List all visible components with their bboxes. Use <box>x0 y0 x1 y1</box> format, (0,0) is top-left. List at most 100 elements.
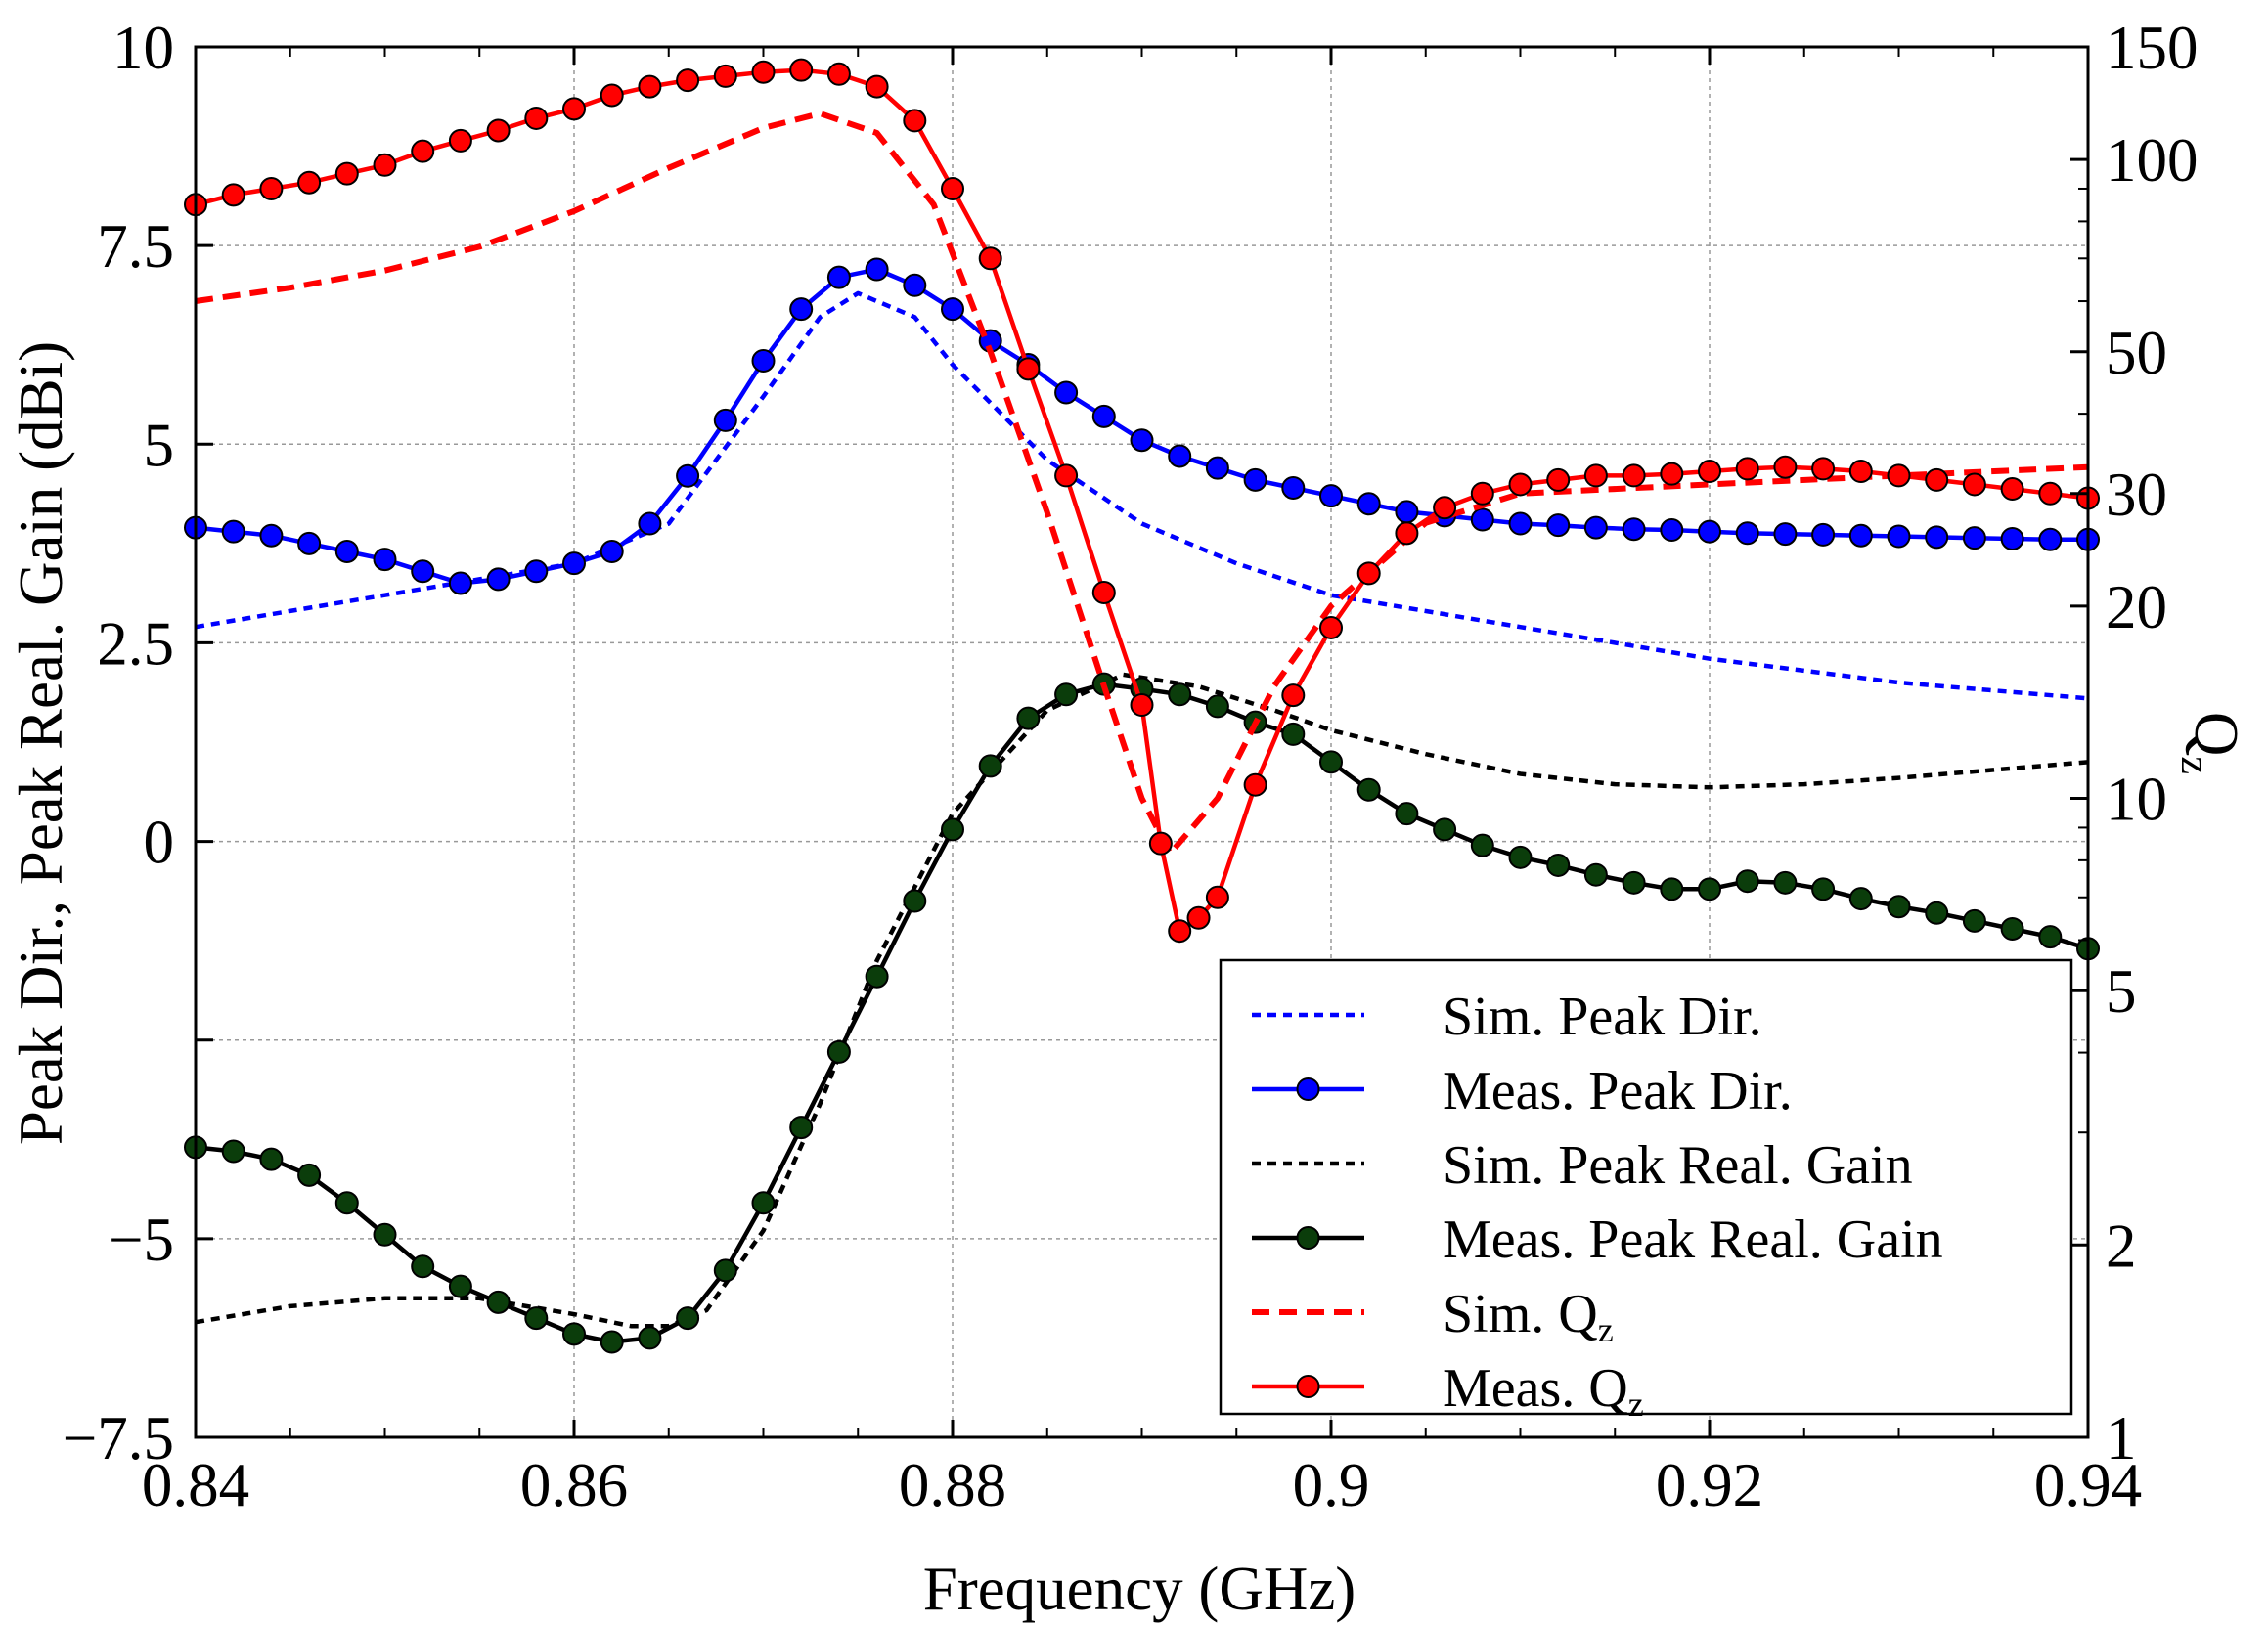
data-point <box>1205 885 1229 909</box>
y-tick-label: 5 <box>144 411 175 479</box>
data-point <box>1508 511 1533 536</box>
data-point <box>1148 831 1173 856</box>
data-point <box>1925 901 1949 925</box>
data-point <box>1583 862 1608 887</box>
data-point <box>1546 467 1571 492</box>
data-point <box>1887 463 1911 488</box>
data-point <box>1168 444 1192 468</box>
data-point <box>903 109 927 133</box>
data-point <box>1698 877 1721 901</box>
data-point <box>1698 460 1721 484</box>
x-axis-title: Frequency (GHz) <box>923 1555 1356 1623</box>
data-point <box>334 1191 359 1215</box>
data-point <box>941 817 964 842</box>
data-point <box>1168 682 1192 707</box>
data-point <box>1962 908 1986 933</box>
legend-label-main: Meas. Q <box>1443 1358 1628 1419</box>
data-point <box>1811 522 1836 547</box>
data-point <box>259 523 284 548</box>
legend-marker <box>1296 1226 1320 1250</box>
legend-label-main: Sim. Q <box>1443 1284 1598 1344</box>
legend-marker <box>1296 1375 1320 1398</box>
y2-tick-label: 30 <box>2106 461 2167 529</box>
data-point <box>1356 561 1381 586</box>
data-point <box>941 176 964 200</box>
data-point <box>1091 404 1116 428</box>
legend-box <box>1219 958 2073 1416</box>
data-point <box>1356 492 1381 516</box>
data-point <box>1281 722 1306 746</box>
data-point <box>1735 869 1759 894</box>
data-point <box>1962 526 1986 550</box>
data-point <box>1130 693 1154 718</box>
data-point <box>1395 521 1419 546</box>
data-point <box>2000 526 2024 550</box>
y-axis-title: Peak Dir., Peak Real. Gain (dBi) <box>7 341 75 1145</box>
data-point <box>600 539 624 563</box>
data-point <box>1054 463 1079 488</box>
data-point <box>1811 457 1836 481</box>
data-point <box>941 297 964 322</box>
data-point <box>1281 683 1306 708</box>
data-point <box>259 1147 284 1171</box>
y-tick-label: 10 <box>112 14 174 82</box>
data-point <box>713 408 737 432</box>
data-point <box>1660 462 1684 486</box>
x-tick-label: 0.84 <box>142 1451 249 1519</box>
data-point <box>2038 925 2063 949</box>
x-tick-label: 0.88 <box>899 1451 1006 1519</box>
x-tick-label: 0.86 <box>520 1451 628 1519</box>
data-point <box>2000 477 2024 502</box>
data-point <box>751 348 776 373</box>
data-point <box>1319 484 1343 508</box>
data-point <box>789 297 814 322</box>
data-point <box>1054 380 1079 405</box>
data-point <box>865 964 889 989</box>
data-point <box>448 128 472 153</box>
legend-label: Meas. Peak Dir. <box>1443 1061 1793 1121</box>
data-point <box>789 1116 814 1140</box>
data-point <box>221 1139 245 1164</box>
data-point <box>826 265 851 289</box>
data-point <box>978 754 1002 778</box>
data-point <box>1433 496 1457 520</box>
data-point <box>1508 472 1533 497</box>
legend-label-main: Meas. Peak Dir. <box>1443 1061 1793 1121</box>
legend-label: Sim. Peak Dir. <box>1443 987 1762 1047</box>
data-point <box>1054 682 1079 707</box>
data-point <box>713 1258 737 1283</box>
data-point <box>638 511 662 536</box>
data-point <box>524 1306 549 1331</box>
data-point <box>1319 615 1343 639</box>
y-tick-label: 0 <box>144 809 175 877</box>
data-point <box>373 153 397 177</box>
data-point <box>600 1330 624 1354</box>
y-tick-label: 7.5 <box>97 212 174 281</box>
y-tick-label: 2.5 <box>97 609 174 678</box>
y2-tick-label: 5 <box>2106 957 2137 1026</box>
data-point <box>1848 523 1873 548</box>
data-point <box>1622 870 1646 895</box>
data-point <box>411 559 435 584</box>
data-point <box>1395 802 1419 826</box>
data-point <box>1622 517 1646 542</box>
data-point <box>373 548 397 572</box>
y2-tick-label: 150 <box>2106 14 2199 82</box>
data-point <box>903 273 927 297</box>
y2-tick-label: 50 <box>2106 319 2167 387</box>
legend-label: Sim. Peak Real. Gain <box>1443 1135 1913 1196</box>
data-point <box>1811 877 1836 901</box>
data-point <box>638 74 662 99</box>
data-point <box>713 64 737 88</box>
data-point <box>1773 522 1798 547</box>
data-point <box>221 183 245 207</box>
legend-label-main: Meas. Peak Real. Gain <box>1443 1209 1943 1270</box>
data-point <box>1319 750 1343 774</box>
series-line <box>195 290 2089 701</box>
series-line <box>195 110 2089 857</box>
data-point <box>411 139 435 163</box>
data-point <box>1848 887 1873 911</box>
data-point <box>373 1222 397 1247</box>
y2-axis-title-sub: z <box>2172 756 2217 774</box>
